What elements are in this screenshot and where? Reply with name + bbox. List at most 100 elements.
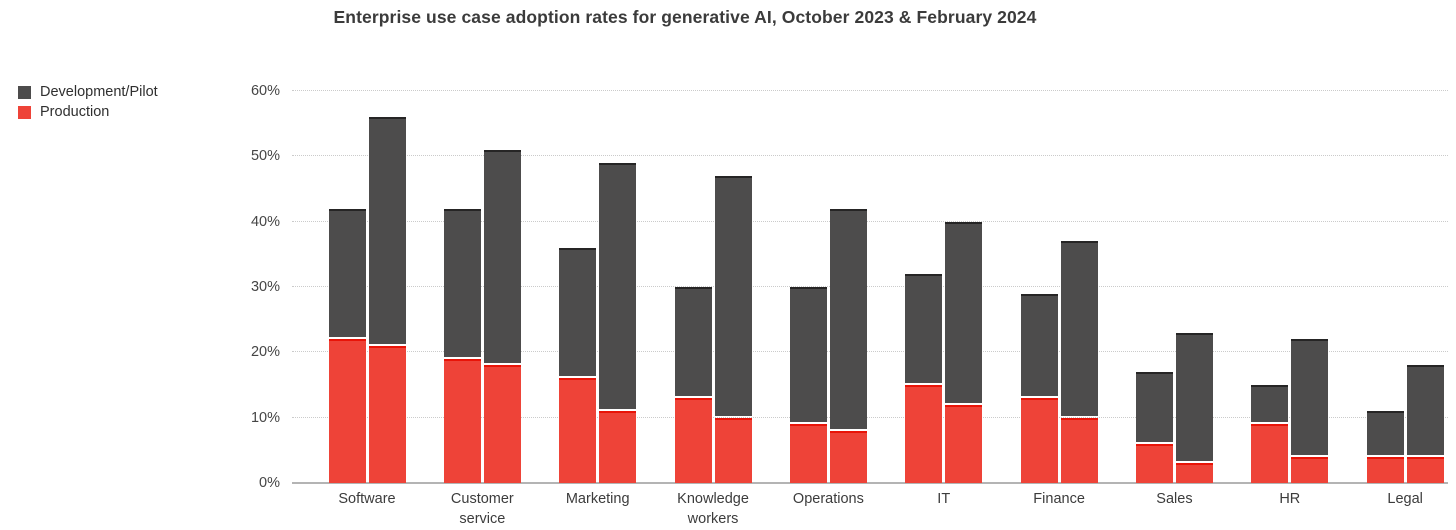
y-axis-tick-0: 0% bbox=[259, 475, 280, 491]
segment-development-pilot-it-october-2023 bbox=[905, 273, 943, 383]
segment-production-it-october-2023 bbox=[905, 385, 943, 483]
production-swatch-icon bbox=[18, 105, 31, 119]
segment-development-pilot-knowledge-workers-october-2023 bbox=[674, 287, 712, 397]
bar-group-operations bbox=[789, 208, 867, 483]
x-axis-label-line: service bbox=[459, 511, 506, 527]
legend-item-development-pilot: Development/Pilot bbox=[18, 82, 158, 102]
segment-production-hr-february-2024 bbox=[1291, 456, 1329, 483]
bar-marketing-october-2023 bbox=[559, 247, 597, 483]
bar-sales-february-2024 bbox=[1175, 332, 1213, 483]
x-axis-label-line: IT bbox=[937, 491, 951, 507]
x-axis-label-line: Knowledge bbox=[677, 491, 749, 507]
gridline-10 bbox=[292, 416, 1448, 418]
segment-development-pilot-it-february-2024 bbox=[945, 221, 983, 403]
segment-development-pilot-legal-october-2023 bbox=[1366, 411, 1404, 455]
bar-customer-service-october-2023 bbox=[443, 208, 481, 483]
segment-production-knowledge-workers-february-2024 bbox=[714, 417, 752, 483]
bar-operations-february-2024 bbox=[829, 208, 867, 483]
x-axis-label-customer-service: Customer service bbox=[416, 489, 548, 529]
segment-development-pilot-hr-february-2024 bbox=[1291, 339, 1329, 455]
legend-item-production: Production bbox=[18, 102, 158, 122]
y-axis-tick-20: 20% bbox=[250, 344, 280, 361]
segment-development-pilot-knowledge-workers-february-2024 bbox=[714, 175, 752, 416]
segment-development-pilot-marketing-february-2024 bbox=[599, 162, 637, 410]
segment-development-pilot-finance-february-2024 bbox=[1060, 241, 1098, 416]
segment-production-customer-service-february-2024 bbox=[483, 365, 521, 483]
segment-production-sales-february-2024 bbox=[1175, 463, 1213, 483]
gridline-20 bbox=[292, 351, 1448, 353]
segment-production-hr-october-2023 bbox=[1251, 424, 1289, 483]
segment-development-pilot-operations-february-2024 bbox=[829, 208, 867, 429]
bar-knowledge-workers-october-2023 bbox=[674, 287, 712, 483]
y-axis-tick-50: 50% bbox=[250, 148, 280, 165]
bar-group-customer-service bbox=[443, 149, 521, 483]
x-axis-label-sales: Sales bbox=[1108, 489, 1240, 509]
segment-production-legal-october-2023 bbox=[1366, 456, 1404, 483]
bar-customer-service-february-2024 bbox=[483, 149, 521, 483]
segment-production-marketing-october-2023 bbox=[559, 378, 597, 483]
bar-sales-october-2023 bbox=[1135, 371, 1173, 483]
bar-group-legal bbox=[1366, 365, 1444, 483]
segment-production-marketing-february-2024 bbox=[599, 411, 637, 483]
x-axis-label-software: Software bbox=[301, 489, 433, 509]
bar-group-marketing bbox=[559, 162, 637, 483]
segment-development-pilot-customer-service-february-2024 bbox=[483, 149, 521, 364]
gridline-50 bbox=[292, 155, 1448, 157]
segment-development-pilot-marketing-october-2023 bbox=[559, 247, 597, 377]
gridline-60 bbox=[292, 90, 1448, 91]
x-axis-label-line: Customer bbox=[450, 491, 514, 507]
segment-development-pilot-sales-october-2023 bbox=[1135, 371, 1173, 442]
bar-group-hr bbox=[1251, 339, 1329, 483]
segment-development-pilot-software-february-2024 bbox=[368, 117, 406, 344]
segment-production-legal-february-2024 bbox=[1406, 456, 1444, 483]
x-axis-label-it: IT bbox=[878, 489, 1010, 509]
x-axis-label-line: HR bbox=[1279, 491, 1301, 507]
x-axis-label-line: Sales bbox=[1156, 491, 1193, 507]
development-pilot-swatch-icon bbox=[18, 85, 31, 99]
bar-group-knowledge-workers bbox=[674, 175, 752, 483]
bar-it-february-2024 bbox=[945, 221, 983, 483]
bar-hr-february-2024 bbox=[1291, 339, 1329, 483]
segment-production-customer-service-october-2023 bbox=[443, 358, 481, 483]
x-axis-label-line: Software bbox=[338, 491, 396, 507]
legend: Development/Pilot Production bbox=[18, 82, 158, 122]
bar-finance-february-2024 bbox=[1060, 241, 1098, 483]
segment-development-pilot-hr-october-2023 bbox=[1251, 385, 1289, 423]
bar-hr-october-2023 bbox=[1251, 385, 1289, 483]
y-axis-tick-40: 40% bbox=[250, 213, 280, 230]
segment-production-sales-october-2023 bbox=[1135, 443, 1173, 483]
gridline-30 bbox=[292, 286, 1448, 287]
y-axis-tick-60: 60% bbox=[250, 83, 280, 99]
bar-it-october-2023 bbox=[905, 273, 943, 483]
segment-production-software-february-2024 bbox=[368, 345, 406, 483]
segment-development-pilot-customer-service-october-2023 bbox=[443, 208, 481, 357]
chart-title: Enterprise use case adoption rates for g… bbox=[333, 7, 1037, 27]
x-axis-label-finance: Finance bbox=[993, 489, 1125, 509]
legend-label-development-pilot: Development/Pilot bbox=[40, 84, 158, 100]
bar-group-finance bbox=[1020, 241, 1098, 483]
segment-production-operations-october-2023 bbox=[789, 424, 827, 483]
bar-legal-october-2023 bbox=[1366, 411, 1404, 483]
bar-legal-february-2024 bbox=[1406, 365, 1444, 483]
segment-production-software-october-2023 bbox=[328, 339, 366, 483]
segment-development-pilot-software-october-2023 bbox=[328, 208, 366, 338]
bar-software-october-2023 bbox=[328, 208, 366, 483]
segment-production-operations-february-2024 bbox=[829, 430, 867, 483]
segment-production-it-february-2024 bbox=[945, 404, 983, 483]
x-axis-label-line: Legal bbox=[1387, 491, 1423, 507]
gridline-40 bbox=[292, 220, 1448, 222]
y-axis-tick-10: 10% bbox=[250, 409, 280, 426]
bar-group-it bbox=[905, 221, 983, 483]
bar-marketing-february-2024 bbox=[599, 162, 637, 483]
bar-software-february-2024 bbox=[368, 117, 406, 483]
segment-development-pilot-operations-october-2023 bbox=[789, 287, 827, 423]
x-axis-label-line: workers bbox=[687, 511, 739, 527]
bar-finance-october-2023 bbox=[1020, 293, 1058, 483]
bar-group-software bbox=[328, 117, 406, 483]
bar-knowledge-workers-february-2024 bbox=[714, 175, 752, 483]
x-axis-label-legal: Legal bbox=[1339, 489, 1456, 509]
y-axis-tick-30: 30% bbox=[250, 279, 280, 295]
segment-production-finance-october-2023 bbox=[1020, 398, 1058, 483]
segment-development-pilot-legal-february-2024 bbox=[1406, 365, 1444, 455]
